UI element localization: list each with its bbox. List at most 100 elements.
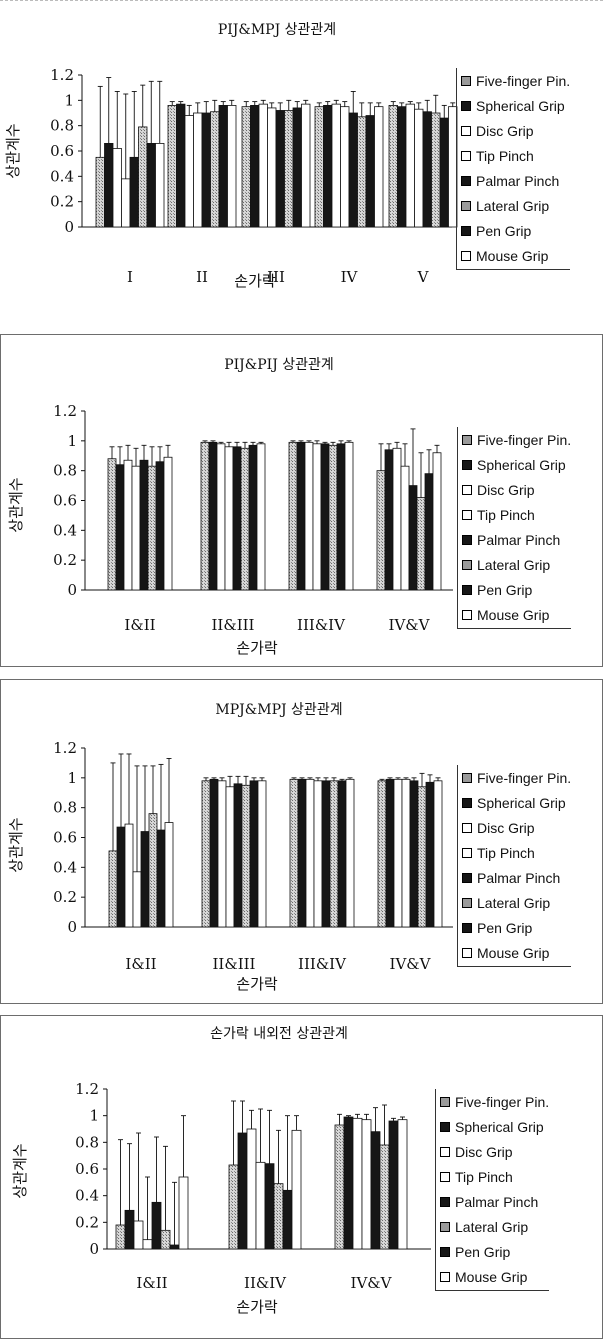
bar [156,829,166,928]
y-tick-label: 0.6 [53,829,77,847]
x-tick-label: I&II [124,616,155,634]
bar [155,461,165,591]
legend-label: Five-finger Pin. [476,72,571,89]
legend-swatch [462,772,472,783]
legend-label: Disc Grip [476,122,534,139]
legend-label: Lateral Grip [476,197,550,214]
bar [343,1116,354,1250]
x-axis-label: 손가락 [236,975,278,993]
bar [133,1220,144,1250]
x-tick-label: IV&V [351,1274,393,1292]
legend-swatch [461,225,471,236]
bar [376,470,386,591]
legend-label: Lateral Grip [455,1218,529,1235]
bar [116,826,126,928]
legend-label: Tip Pinch [477,844,535,861]
legend-item: Palmar Pinch [440,1189,549,1214]
y-tick-label: 0.2 [50,193,74,211]
bar [392,447,402,591]
y-tick-label: 1.2 [53,739,77,757]
bar [237,1132,248,1250]
legend-swatch [462,534,472,545]
bar [284,110,294,228]
legend-4: Five-finger Pin. Spherical Grip Disc Grip T… [435,1089,550,1291]
bar [377,780,387,928]
bar [296,441,306,591]
bar [337,780,347,928]
bar [193,112,203,228]
bar [257,780,267,928]
legend-swatch [462,484,472,495]
legend-item: Disc Grip [440,1139,549,1164]
bar [200,441,210,591]
chart-title: PIJ&PIJ 상관관계 [224,357,334,373]
bar [388,1120,399,1250]
bar [304,441,314,591]
x-axis-label: 손가락 [236,639,278,657]
bar [414,108,424,228]
y-axis-label: 상관계수 [7,817,25,872]
bar [336,443,346,591]
legend-label: Palmar Pinch [477,531,561,548]
legend-swatch [462,822,472,833]
bar [275,110,285,228]
legend-label: Pen Grip [455,1243,511,1260]
legend-swatch [462,459,472,470]
chart-panel-3: MPJ&MPJ 상관관계 0 0.2 0.4 0.6 0.8 1 1.2 상관계수 I&II II&… [0,679,603,1004]
legend-swatch [462,559,472,570]
chart-svg-3: MPJ&MPJ 상관관계 0 0.2 0.4 0.6 0.8 1 1.2 상관계수 I&II II&… [7,702,453,993]
bar [267,107,277,228]
legend-item: Spherical Grip [462,452,571,477]
legend-swatch [461,250,471,261]
legend-swatch [462,947,472,958]
bar [344,441,354,591]
legend-swatch [461,125,471,136]
bar [163,456,173,591]
legend-label: Tip Pinch [455,1168,513,1185]
legend-label: Lateral Grip [477,556,551,573]
legend-label: Spherical Grip [455,1118,544,1135]
bar [132,871,142,928]
y-tick-label: 0.4 [75,1187,99,1205]
legend-swatch [440,1121,450,1132]
legend-label: Mouse Grip [477,606,550,623]
bar [227,105,237,228]
bar [255,1161,266,1250]
bar [397,106,407,228]
bar [164,822,174,928]
bar [139,459,149,591]
y-axis-label: 상관계수 [7,477,25,532]
bar [401,778,411,928]
x-tick-label: I&II [136,1274,167,1292]
y-tick-label: 0.8 [53,799,77,817]
legend-label: Mouse Grip [477,944,550,961]
bar [374,106,384,228]
legend-swatch [440,1171,450,1182]
legend-item: Tip Pinch [461,143,570,168]
chart-title: PIJ&MPJ 상관관계 [218,22,336,38]
bar [123,459,133,591]
y-tick-label: 0.4 [53,521,77,539]
x-tick-label: IV [341,268,359,286]
legend-swatch [462,434,472,445]
legend-label: Five-finger Pin. [477,769,572,786]
bar [246,1128,257,1250]
legend-swatch [462,847,472,858]
bar [417,786,427,928]
bar [224,446,234,591]
bar [147,465,157,591]
legend-label: Lateral Grip [477,894,551,911]
bar [264,1163,275,1250]
bar [124,823,134,928]
chart-title: 손가락 내외전 상관관계 [210,1026,348,1042]
legend-swatch [461,100,471,111]
bar [148,813,158,928]
bar [291,1129,302,1250]
x-tick-label: II [196,268,208,286]
legend-label: Pen Grip [476,222,532,239]
bar [334,1124,345,1250]
bar [176,103,186,228]
legend-swatch [461,200,471,211]
bar [393,778,403,928]
legend-item: Disc Grip [462,477,571,502]
